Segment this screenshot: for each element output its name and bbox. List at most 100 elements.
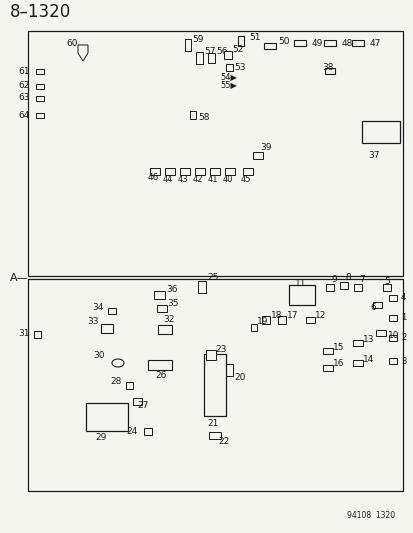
- Bar: [108, 308, 116, 314]
- Bar: [133, 398, 142, 405]
- Text: 44: 44: [162, 174, 173, 183]
- Text: 11: 11: [294, 279, 306, 287]
- Bar: [36, 84, 44, 88]
- Bar: [190, 111, 195, 119]
- Bar: [101, 324, 113, 333]
- Bar: [382, 284, 390, 290]
- Bar: [226, 63, 233, 70]
- Bar: [373, 302, 382, 308]
- Bar: [147, 360, 171, 370]
- Bar: [36, 69, 44, 74]
- Text: 94108  1320: 94108 1320: [346, 511, 394, 520]
- Bar: [277, 316, 285, 324]
- Text: 10: 10: [387, 332, 399, 341]
- Text: 38: 38: [321, 63, 333, 72]
- Text: 19: 19: [256, 318, 268, 327]
- Text: 58: 58: [197, 114, 209, 123]
- Text: 17: 17: [286, 311, 298, 319]
- Text: 5: 5: [383, 277, 389, 286]
- Text: 16: 16: [332, 359, 344, 368]
- Bar: [165, 167, 175, 174]
- Text: 34: 34: [93, 303, 104, 311]
- Bar: [204, 354, 225, 416]
- Bar: [224, 167, 235, 174]
- Bar: [325, 284, 333, 290]
- Text: 28: 28: [110, 377, 122, 386]
- Text: 36: 36: [166, 285, 177, 294]
- Ellipse shape: [112, 359, 124, 367]
- Bar: [252, 151, 262, 158]
- Bar: [144, 427, 152, 434]
- Text: 42: 42: [192, 174, 203, 183]
- Bar: [388, 335, 396, 341]
- Bar: [150, 167, 159, 174]
- Text: 6: 6: [369, 303, 375, 312]
- Text: 31: 31: [19, 329, 30, 338]
- Bar: [388, 358, 396, 364]
- Text: 49: 49: [311, 38, 323, 47]
- Text: 18: 18: [271, 311, 282, 319]
- Text: 22: 22: [218, 437, 229, 446]
- Text: 59: 59: [192, 35, 203, 44]
- Bar: [250, 324, 256, 330]
- Text: 50: 50: [277, 36, 289, 45]
- Text: 46: 46: [147, 174, 159, 182]
- Text: 4: 4: [400, 294, 405, 303]
- Text: 26: 26: [154, 370, 166, 379]
- Bar: [352, 360, 362, 366]
- Text: 25: 25: [206, 272, 218, 281]
- Bar: [197, 281, 206, 293]
- Text: 8–1320: 8–1320: [10, 3, 71, 21]
- Bar: [261, 316, 269, 324]
- Text: 64: 64: [19, 110, 30, 119]
- Bar: [306, 317, 315, 323]
- Text: 60: 60: [66, 39, 77, 49]
- Bar: [180, 167, 190, 174]
- Text: 53: 53: [233, 63, 245, 72]
- Bar: [223, 51, 231, 59]
- Text: 2: 2: [400, 334, 405, 343]
- Text: 41: 41: [207, 174, 218, 183]
- Text: 43: 43: [177, 174, 188, 183]
- Bar: [34, 330, 41, 337]
- Bar: [324, 68, 334, 74]
- Bar: [196, 52, 203, 64]
- Bar: [195, 167, 204, 174]
- Text: 32: 32: [163, 316, 174, 325]
- Bar: [237, 36, 243, 46]
- Bar: [323, 40, 335, 46]
- Text: 29: 29: [95, 433, 106, 442]
- Bar: [209, 167, 219, 174]
- Text: 20: 20: [233, 374, 245, 383]
- Text: 37: 37: [367, 150, 379, 159]
- Text: 48: 48: [341, 38, 353, 47]
- Bar: [388, 295, 396, 301]
- Text: A—: A—: [10, 273, 28, 283]
- Text: 63: 63: [19, 93, 30, 102]
- Text: 12: 12: [314, 311, 325, 319]
- Text: 57: 57: [204, 47, 215, 56]
- Text: 62: 62: [19, 82, 30, 91]
- Bar: [322, 365, 332, 371]
- Bar: [375, 330, 385, 336]
- Text: 27: 27: [137, 401, 148, 410]
- Text: 52: 52: [231, 44, 243, 53]
- Bar: [28, 279, 402, 491]
- Text: 35: 35: [166, 300, 178, 309]
- Bar: [185, 39, 190, 51]
- Text: 47: 47: [369, 38, 380, 47]
- Text: 30: 30: [93, 351, 105, 360]
- Bar: [158, 325, 171, 334]
- Text: 39: 39: [259, 143, 271, 152]
- Bar: [36, 112, 44, 117]
- Text: 8: 8: [344, 273, 350, 282]
- Bar: [126, 382, 133, 389]
- Text: 61: 61: [19, 67, 30, 76]
- Text: 23: 23: [214, 345, 226, 354]
- Bar: [154, 291, 165, 299]
- Bar: [86, 403, 128, 431]
- Bar: [353, 284, 361, 290]
- Text: 54▶: 54▶: [219, 72, 236, 82]
- Text: 3: 3: [400, 357, 406, 366]
- Text: 55▶: 55▶: [219, 80, 236, 90]
